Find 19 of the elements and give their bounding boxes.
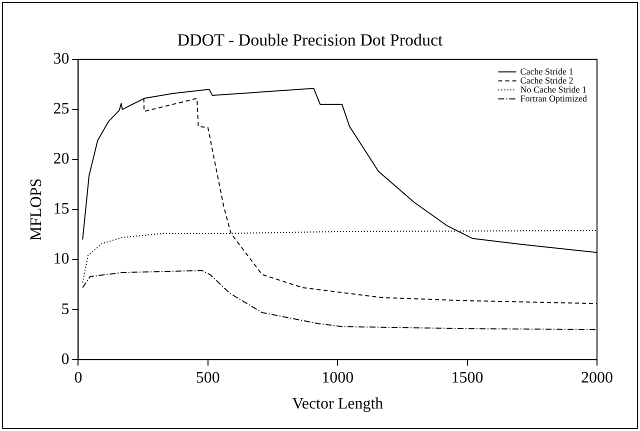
y-axis-title: MFLOPS bbox=[28, 178, 45, 241]
y-tick-label: 15 bbox=[53, 200, 70, 218]
legend-label: No Cache Stride 1 bbox=[520, 84, 586, 94]
legend-label: Fortran Optimized bbox=[520, 93, 588, 104]
legend-label: Cache Stride 1 bbox=[520, 66, 574, 76]
x-tick-label: 0 bbox=[74, 369, 82, 386]
y-tick-label: 0 bbox=[61, 350, 70, 368]
y-tick-label: 25 bbox=[53, 100, 70, 118]
x-tick-label: 1000 bbox=[322, 369, 354, 386]
legend-label: Cache Stride 2 bbox=[520, 75, 574, 86]
y-tick-label: 30 bbox=[53, 50, 70, 68]
chart-title: DDOT - Double Precision Dot Product bbox=[177, 30, 444, 50]
x-axis-title: Vector Length bbox=[292, 396, 384, 413]
y-tick-label: 5 bbox=[61, 300, 70, 318]
x-tick-label: 1500 bbox=[451, 369, 484, 386]
y-tick-label: 10 bbox=[53, 250, 70, 268]
x-tick-label: 2000 bbox=[581, 369, 613, 386]
x-tick-label: 500 bbox=[196, 369, 220, 386]
y-tick-label: 20 bbox=[53, 150, 70, 168]
